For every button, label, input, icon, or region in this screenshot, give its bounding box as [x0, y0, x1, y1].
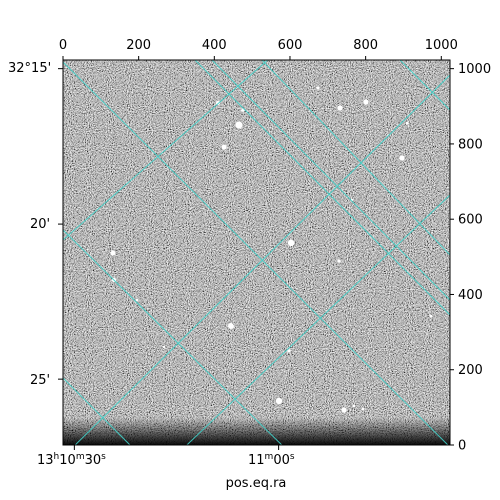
star-23: [405, 121, 409, 125]
ra-label-11m00s: 11m00s: [248, 452, 295, 468]
star-21: [162, 345, 166, 349]
y-tick-label-0: 0: [458, 439, 466, 454]
ra-label-13h10m30s: 13h10m30s: [37, 452, 106, 468]
image-panel: [63, 60, 450, 445]
grid-line-1: [63, 61, 449, 445]
dec-label-20m: 20': [30, 217, 50, 232]
grid-line-5: [261, 60, 450, 256]
star-16: [287, 349, 291, 353]
grid-line-3: [63, 377, 131, 445]
star-8: [399, 155, 405, 161]
noise-texture: [63, 60, 450, 445]
x-tick-label-0: 0: [59, 38, 67, 53]
star-15: [337, 259, 341, 263]
stars: [110, 86, 433, 413]
star-17: [352, 404, 356, 408]
grid-line-6: [63, 60, 269, 241]
x-tick-label-800: 800: [353, 38, 378, 53]
star-3: [275, 397, 283, 405]
dec-label-32d15m: 32°15': [8, 61, 51, 76]
y-tick-label-1000: 1000: [458, 62, 491, 77]
grid-line-8: [211, 60, 450, 301]
dec-label-25m: 25': [30, 373, 50, 388]
bottom-dark-band: [63, 418, 450, 445]
y-tick-label-600: 600: [458, 213, 483, 228]
plot-frame: [62, 59, 451, 446]
star-1: [235, 121, 243, 129]
coordinate-grid: [63, 60, 450, 445]
x-tick-label-600: 600: [278, 38, 303, 53]
star-6: [337, 105, 343, 111]
star-14: [316, 86, 320, 90]
ra-tick-label-1: 13h10m30s: [37, 452, 106, 468]
y-tick-label-200: 200: [458, 363, 483, 378]
x-tick-label-200: 200: [126, 38, 151, 53]
star-9: [110, 250, 116, 256]
grid-line-7: [74, 74, 450, 445]
star-20: [135, 298, 139, 302]
x-tick-label-1000: 1000: [425, 38, 458, 53]
star-4: [228, 323, 234, 329]
y-tick-label-800: 800: [458, 137, 483, 152]
grid-line-10: [399, 60, 450, 111]
x-axis-label: pos.eq.ra: [226, 476, 287, 491]
star-11: [341, 407, 347, 413]
grid-line-4: [194, 60, 450, 316]
star-5: [221, 144, 227, 150]
grid-line-9: [186, 194, 450, 445]
star-7: [363, 99, 369, 105]
star-2: [287, 239, 295, 247]
ra-tick-label-2: 11m00s: [248, 452, 295, 468]
star-18: [361, 407, 365, 411]
grid-line-2: [63, 229, 283, 445]
y-tick-label-400: 400: [458, 288, 483, 303]
axis-ticks: 0 200 400 600 800 1000 0 200 400 600 800 1000: [58, 38, 491, 454]
star-22: [429, 314, 433, 318]
x-tick-label-400: 400: [202, 38, 227, 53]
